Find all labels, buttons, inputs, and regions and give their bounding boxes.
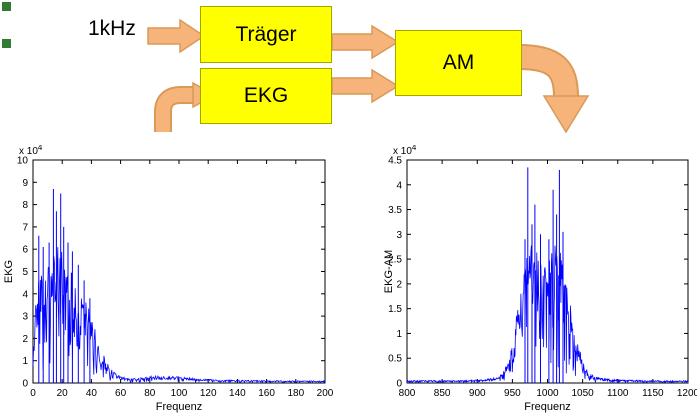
x-tick-label: 140 (229, 388, 246, 399)
x-tick-label: 180 (287, 388, 304, 399)
x-tick-label: 120 (200, 388, 217, 399)
x-tick-label: 0 (30, 388, 36, 399)
block-ekg: EKG (200, 68, 332, 124)
y-tick-label: 2 (396, 279, 402, 290)
green-marker-square-top (2, 2, 11, 11)
x-tick-label: 1000 (536, 388, 559, 399)
y-tick-label: 0.5 (388, 354, 402, 365)
y-tick-label: 3 (22, 312, 28, 323)
x-tick-label: 60 (115, 388, 127, 399)
y-tick-label: 5 (22, 267, 28, 278)
axes-box (32, 159, 326, 384)
x-tick-label: 1200 (677, 388, 697, 399)
y-axis-exponent-label: x 104 (19, 145, 43, 157)
x-tick-label: 950 (504, 388, 521, 399)
x-tick-label: 1150 (642, 388, 664, 399)
block-diagram-arrows (147, 18, 590, 134)
block-traeger-label: Träger (235, 22, 297, 46)
ekg-am-spectrum-chart: 800 850 900 950 1000 1050 1100 1150 1200 0 0.5 1 1.5… (383, 145, 697, 413)
block-traeger: Träger (200, 6, 332, 63)
y-tick-label: 4 (396, 180, 402, 191)
ekg-to-am-arrow-icon (331, 68, 400, 104)
x-tick-label: 40 (86, 388, 98, 399)
y-tick-label: 0 (22, 379, 28, 390)
x-tick-label: 20 (57, 388, 69, 399)
ekg-input-curved-arrow-icon (156, 88, 195, 132)
block-am: AM (395, 30, 522, 96)
y-tick-label: 1 (22, 356, 28, 367)
y-tick-label: 2.5 (388, 255, 402, 266)
x-axis-label: Frequenz (524, 401, 570, 413)
y-axis-label: EKG-AM (383, 250, 395, 293)
spectrum-series (32, 247, 326, 384)
y-tick-label: 1.5 (388, 304, 402, 315)
x-tick-label: 1050 (572, 388, 595, 399)
y-tick-label: 4 (22, 289, 28, 300)
y-tick-label: 3 (396, 230, 402, 241)
ekg-spectrum-chart: 0 20 40 60 80 100 120 140 160 180 200 0 1 2 3 4 5 6 7 8 9 10x… (3, 145, 334, 413)
input-arrow-icon (147, 18, 206, 54)
x-tick-label: 160 (258, 388, 275, 399)
y-axis-label: EKG (3, 260, 15, 283)
y-tick-label: 6 (22, 245, 28, 256)
block-ekg-label: EKG (243, 84, 289, 107)
x-tick-label: 80 (144, 388, 156, 399)
spectrum-series (406, 245, 689, 385)
x-tick-label: 100 (171, 388, 188, 399)
x-axis-label: Frequenz (156, 401, 202, 413)
am-output-arrowhead-icon (542, 95, 590, 134)
axes-box (406, 159, 689, 384)
y-tick-label: 4.5 (388, 156, 402, 167)
y-tick-label: 3.5 (388, 205, 402, 216)
x-tick-label: 850 (434, 388, 451, 399)
traeger-to-am-arrow-icon (331, 24, 400, 60)
green-marker-square-bottom (2, 39, 11, 48)
y-axis-exponent-label: x 104 (393, 145, 417, 157)
x-tick-label: 800 (399, 388, 416, 399)
y-tick-label: 1 (396, 329, 402, 340)
am-output-curved-arrow-icon (517, 46, 577, 98)
x-tick-label: 1100 (607, 388, 629, 399)
input-signal-label: 1kHz (88, 17, 136, 40)
y-tick-label: 2 (22, 334, 28, 345)
y-tick-label: 0 (396, 379, 402, 390)
y-tick-label: 9 (22, 178, 28, 189)
y-tick-label: 7 (22, 222, 28, 233)
x-tick-label: 200 (317, 388, 334, 399)
block-am-label: AM (442, 51, 475, 74)
x-tick-label: 900 (469, 388, 486, 399)
y-tick-label: 10 (17, 156, 29, 167)
y-tick-label: 8 (22, 200, 28, 211)
